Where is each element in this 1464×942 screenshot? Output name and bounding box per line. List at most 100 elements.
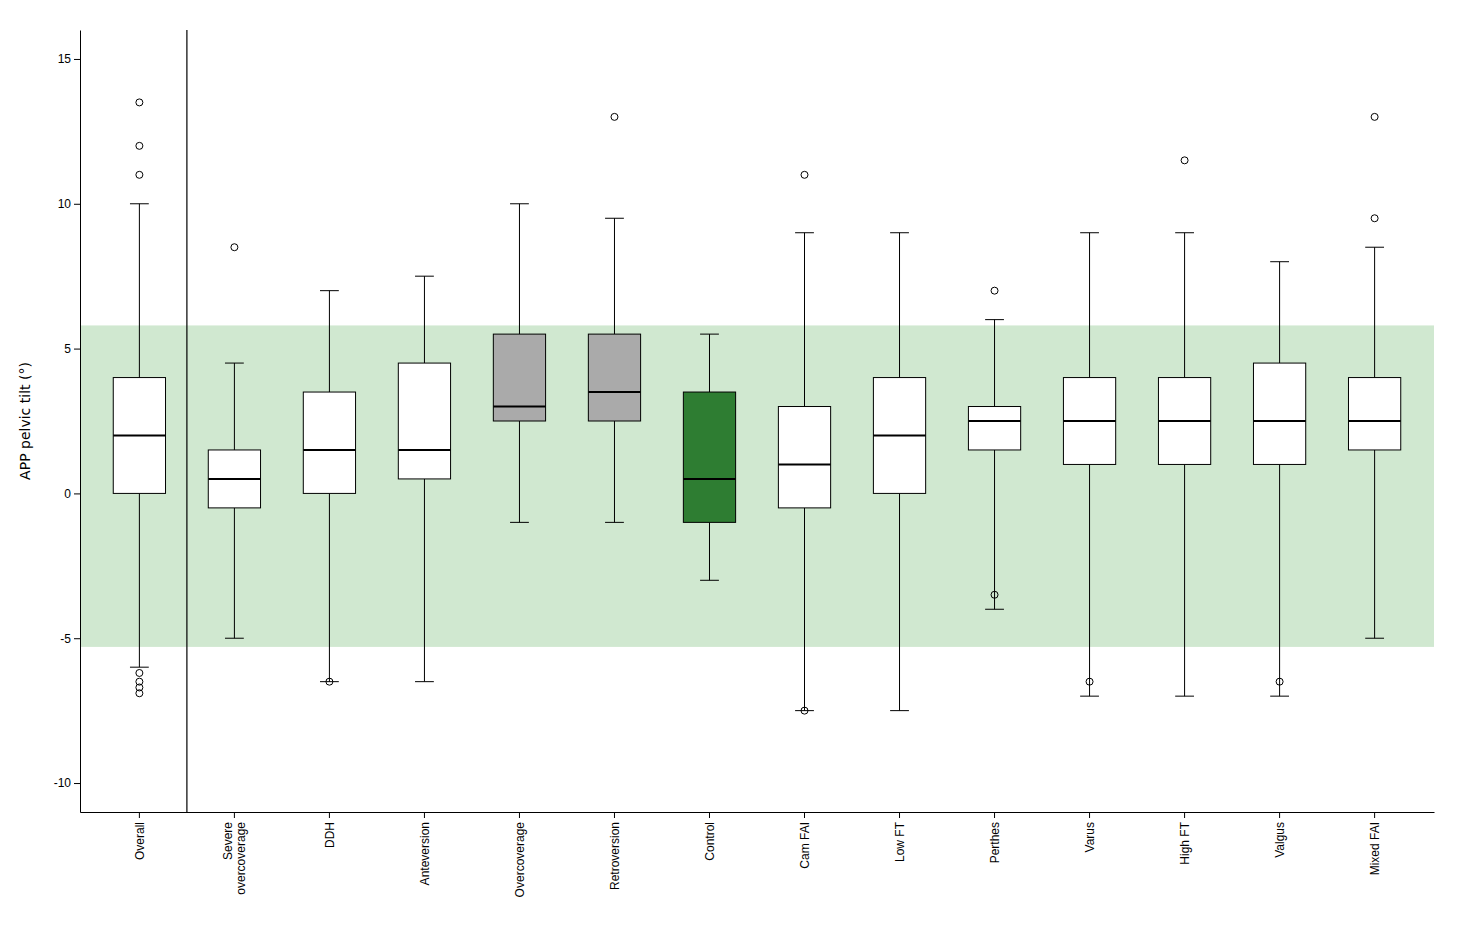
flier [1371, 113, 1378, 120]
axis-line [81, 812, 1435, 813]
flier [1181, 157, 1188, 164]
whisker-cap [1365, 638, 1384, 639]
median [493, 406, 545, 408]
whisker [709, 334, 710, 392]
tick-mark [1184, 812, 1185, 818]
tick-mark [74, 493, 80, 494]
box-group [778, 171, 830, 714]
tick: Cam FAI [798, 812, 812, 869]
whisker [234, 508, 235, 638]
plot: -10-5051015OverallSevereovercoverageDDHA… [17, 30, 1435, 897]
box-group [1253, 262, 1305, 696]
flier [991, 287, 998, 294]
box [113, 378, 165, 494]
tick: Overcoverage [513, 812, 527, 897]
tick-label: Retroversion [608, 822, 622, 890]
tick-mark [74, 349, 80, 350]
whisker [424, 479, 425, 682]
tick-label: High FT [1178, 821, 1192, 864]
flier [136, 171, 143, 178]
box-group [873, 233, 925, 711]
box [1158, 378, 1210, 465]
tick-mark [1374, 812, 1375, 818]
tick: Anteversion [418, 812, 432, 885]
tick-mark [899, 812, 900, 818]
whisker [1089, 233, 1090, 378]
flier [136, 142, 143, 149]
whisker-cap [1365, 247, 1384, 248]
tick-label: Overcoverage [513, 822, 527, 898]
tick-label: Cam FAI [798, 822, 812, 869]
tick-mark [994, 812, 995, 818]
tick: Valgus [1273, 812, 1287, 858]
whisker-cap [605, 522, 624, 523]
median [1253, 420, 1305, 422]
median [398, 449, 450, 451]
whisker-cap [795, 710, 814, 711]
whisker [139, 493, 140, 667]
tick: Varus [1083, 812, 1097, 852]
whisker-cap [130, 667, 149, 668]
median [683, 478, 735, 480]
tick-label: 10 [58, 197, 72, 211]
whisker [1279, 262, 1280, 363]
tick-mark [519, 812, 520, 818]
confidence-band [80, 325, 1434, 646]
box-group [303, 291, 355, 686]
box-group [398, 276, 450, 681]
whisker-cap [1270, 261, 1289, 262]
box [1253, 363, 1305, 464]
tick-label: Varus [1083, 822, 1097, 852]
box-group [1158, 157, 1210, 696]
whisker-cap [320, 681, 339, 682]
tick-mark [74, 59, 80, 60]
median [873, 434, 925, 436]
whisker-cap [510, 203, 529, 204]
median [1063, 420, 1115, 422]
whisker-cap [510, 522, 529, 523]
tick-mark [139, 812, 140, 818]
whisker [1279, 464, 1280, 696]
whisker-cap [225, 638, 244, 639]
box [208, 450, 260, 508]
tick: DDH [323, 812, 337, 848]
whisker [1184, 233, 1185, 378]
tick-mark [74, 204, 80, 205]
box [873, 378, 925, 494]
tick: -10 [54, 776, 80, 790]
whisker [424, 276, 425, 363]
tick-mark [424, 812, 425, 818]
whisker-cap [320, 290, 339, 291]
whisker-cap [795, 232, 814, 233]
flier [136, 669, 143, 676]
flier [1086, 678, 1093, 685]
tick-mark [74, 783, 80, 784]
whisker-cap [1175, 696, 1194, 697]
tick: 15 [58, 52, 80, 66]
whisker-cap [1080, 232, 1099, 233]
tick: Retroversion [608, 812, 622, 890]
y-axis: -10-5051015 [54, 31, 81, 813]
whisker [899, 493, 900, 710]
whisker-cap [130, 203, 149, 204]
whisker [994, 320, 995, 407]
tick-label: 0 [64, 487, 71, 501]
box-group [493, 204, 545, 523]
whisker [234, 363, 235, 450]
flier [611, 113, 618, 120]
tick-label: Control [703, 822, 717, 861]
whisker [329, 493, 330, 681]
box-group [588, 113, 640, 522]
whisker [709, 522, 710, 580]
whisker [994, 450, 995, 609]
whisker-cap [700, 580, 719, 581]
whisker-cap [985, 319, 1004, 320]
axis-title: APP pelvic tilt (°) [17, 362, 33, 480]
median [1158, 420, 1210, 422]
tick-mark [614, 812, 615, 818]
tick: Control [703, 812, 717, 861]
tick-label: -5 [60, 632, 71, 646]
median [303, 449, 355, 451]
whisker-cap [1080, 696, 1099, 697]
tick-label: -10 [54, 776, 72, 790]
